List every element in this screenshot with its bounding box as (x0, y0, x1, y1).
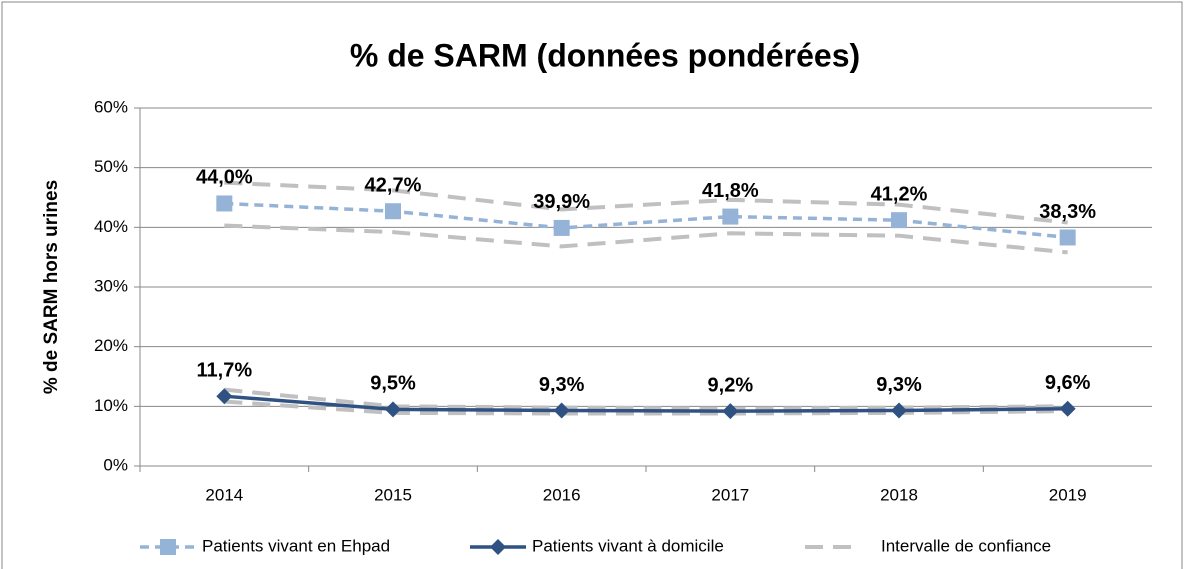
data-label: 42,7% (365, 175, 422, 197)
marker (385, 203, 401, 220)
data-label: 11,7% (197, 359, 253, 381)
marker (1059, 400, 1076, 417)
marker (160, 539, 176, 555)
marker (553, 219, 570, 236)
data-label: 44,0% (196, 167, 253, 189)
x-tick-label: 2018 (880, 485, 918, 504)
marker (490, 539, 506, 555)
data-label: 9,2% (708, 374, 754, 396)
y-axis-label: % de SARM hors urines (41, 180, 62, 394)
marker (385, 401, 401, 418)
marker (216, 195, 233, 212)
x-tick-label: 2016 (543, 485, 581, 504)
marker (722, 208, 739, 225)
y-tick-label: 20% (94, 336, 128, 355)
y-tick-label: 0% (103, 455, 128, 474)
x-tick-label: 2019 (1049, 485, 1087, 504)
y-tick-label: 30% (94, 276, 128, 295)
data-label: 41,8% (702, 180, 759, 202)
y-tick-label: 50% (94, 157, 128, 176)
legend-label: Intervalle de confiance (881, 536, 1051, 555)
data-label: 38,3% (1039, 201, 1096, 223)
ci-line (224, 387, 1068, 411)
marker (1059, 229, 1076, 246)
legend-label: Patients vivant à domicile (532, 536, 724, 555)
data-label: 39,9% (533, 191, 590, 213)
x-tick-label: 2014 (205, 485, 243, 504)
y-tick-label: 10% (94, 396, 128, 415)
data-label: 9,6% (1045, 372, 1091, 394)
data-label: 41,2% (871, 183, 928, 205)
y-tick-label: 60% (94, 97, 128, 116)
x-tick-label: 2015 (374, 485, 412, 504)
marker (216, 388, 233, 405)
chart-title: % de SARM (données pondérées) (350, 37, 860, 73)
marker (722, 403, 739, 420)
marker (891, 212, 907, 229)
ci-line (224, 180, 1068, 225)
ci-line (224, 223, 1068, 255)
data-label: 9,3% (539, 374, 585, 396)
marker (891, 402, 907, 419)
data-label: 9,3% (876, 374, 922, 396)
legend-label: Patients vivant en Ehpad (202, 536, 390, 555)
marker (553, 402, 570, 419)
y-tick-label: 40% (94, 217, 128, 236)
series-line (224, 201, 1068, 240)
ci-line (224, 399, 1068, 416)
x-tick-label: 2017 (711, 485, 749, 504)
data-label: 9,5% (370, 373, 416, 395)
series-line (224, 394, 1068, 413)
